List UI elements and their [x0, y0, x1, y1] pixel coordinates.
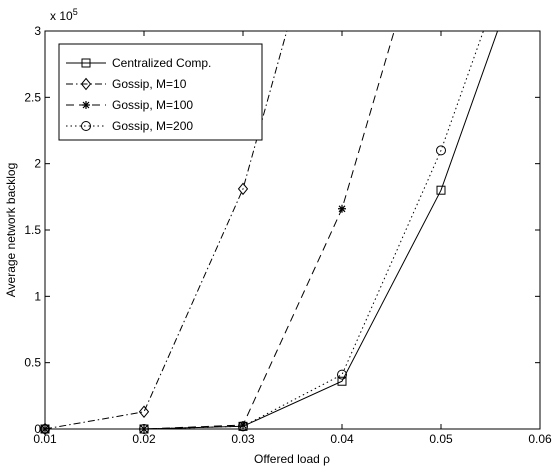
x-tick-label: 0.02	[132, 432, 156, 446]
legend-marker-4	[81, 121, 91, 131]
x-tick-label: 0.05	[429, 432, 453, 446]
legend-label-4: Gossip, M=200	[112, 119, 193, 133]
legend-marker-2	[80, 77, 92, 91]
x-axis-label: Offered load ρ	[254, 452, 330, 466]
series-1-marker	[436, 185, 446, 195]
y-tick-label: 1	[34, 289, 41, 303]
x-tick-label: 0.06	[528, 432, 552, 446]
series-2-marker	[138, 405, 150, 419]
y-axis-label: Average network backlog	[4, 163, 18, 298]
series-3-marker	[338, 204, 346, 213]
legend-label-1: Centralized Comp.	[112, 56, 211, 70]
series-4-marker	[337, 369, 347, 380]
y-tick-label: 1.5	[24, 223, 41, 237]
series-1-marker	[337, 376, 347, 386]
series-4-marker	[238, 421, 248, 432]
x-tick-label: 0.01	[33, 432, 57, 446]
series-2-marker	[39, 422, 51, 436]
series-line-1	[45, 31, 499, 429]
series-4-marker	[436, 145, 446, 156]
y-tick-label: 3	[34, 24, 41, 38]
series-line-2	[45, 31, 288, 429]
y-tick-label: 0	[34, 422, 41, 436]
x-tick-label: 0.04	[330, 432, 354, 446]
legend-label-3: Gossip, M=100	[112, 98, 193, 112]
y-tick-label: 2.5	[24, 90, 41, 104]
legend-box	[58, 43, 263, 141]
y-multiplier-exponent: 5	[73, 7, 78, 17]
legend-label-2: Gossip, M=10	[112, 77, 187, 91]
y-multiplier-base: x 10	[50, 9, 73, 23]
y-multiplier: x 105	[50, 7, 78, 23]
series-2-marker	[237, 182, 249, 196]
legend-marker-3	[82, 101, 90, 109]
y-tick-label: 2	[34, 157, 41, 171]
legend-marker-1	[81, 58, 91, 68]
series-line-4	[45, 31, 484, 429]
legend: Centralized Comp. Gossip, M=10 Gossip, M=1…	[58, 43, 263, 141]
x-tick-label: 0.03	[231, 432, 255, 446]
y-tick-label: 0.5	[24, 356, 41, 370]
